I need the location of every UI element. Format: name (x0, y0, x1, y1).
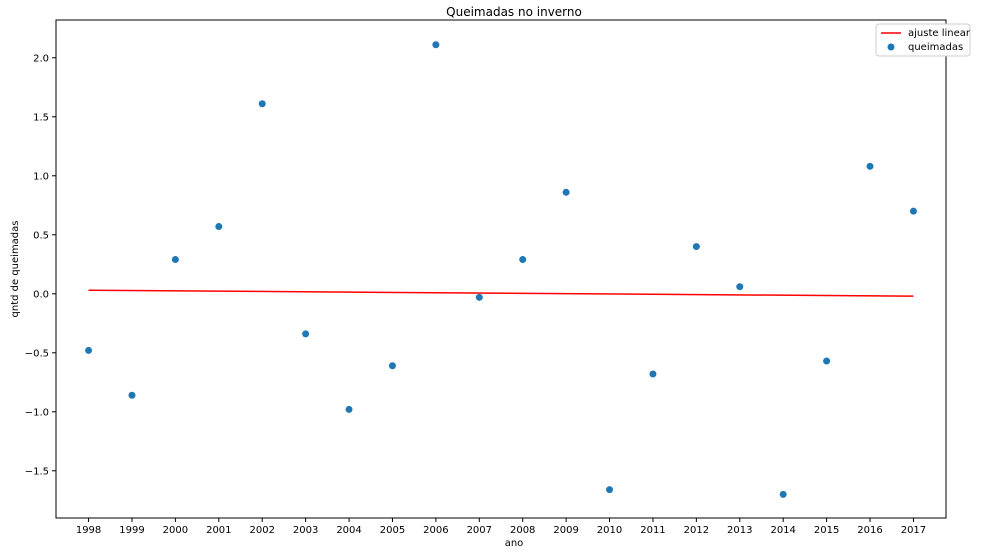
scatter-point (85, 346, 93, 354)
x-tick-label: 1998 (76, 525, 101, 536)
y-tick-label: 2.0 (33, 53, 49, 64)
y-axis-label: qntd de queimadas (10, 221, 21, 318)
chart-title: Queimadas no inverno (446, 5, 582, 19)
y-tick-label: −0.5 (25, 348, 49, 359)
scatter-point (475, 293, 483, 301)
y-tick-label: 1.5 (33, 112, 49, 123)
scatter-point (128, 391, 136, 399)
plot-area: 1998 1999 2000 2001 2002 2003 2004 2005 2006 2007… (25, 41, 926, 536)
legend-scatter-swatch (887, 43, 895, 51)
linear-fit-line (88, 289, 914, 297)
x-tick-label: 2014 (770, 525, 795, 536)
scatter-point (302, 330, 310, 338)
legend-label-line: ajuste linear (908, 28, 971, 39)
x-tick-label: 2007 (467, 525, 492, 536)
scatter-point (692, 243, 700, 251)
scatter-point (909, 207, 917, 215)
legend-label-scatter: queimadas (908, 42, 963, 53)
x-tick-label: 2009 (553, 525, 578, 536)
scatter-point (388, 362, 396, 370)
x-tick-label: 1999 (119, 525, 144, 536)
scatter-point (258, 100, 266, 108)
scatter-point (823, 357, 831, 365)
scatter-point (866, 162, 874, 170)
y-tick-label: 1.0 (33, 171, 49, 182)
y-tick-label: −1.0 (25, 407, 49, 418)
scatter-point (519, 256, 527, 264)
legend-box (875, 23, 971, 57)
y-tick-label: −1.5 (25, 466, 49, 477)
x-tick-label: 2015 (814, 525, 839, 536)
scatter-point (432, 41, 440, 49)
x-tick-label: 2017 (901, 525, 926, 536)
x-tick-label: 2016 (857, 525, 882, 536)
x-axis-label: ano (505, 538, 524, 549)
scatter-point (562, 188, 570, 196)
scatter-point (215, 223, 223, 231)
legend: ajuste linear queimadas (875, 23, 971, 57)
scatter-point (171, 256, 179, 264)
scatter-point (779, 490, 787, 498)
x-tick-label: 2005 (380, 525, 405, 536)
x-tick-label: 2001 (206, 525, 231, 536)
x-tick-label: 2004 (336, 525, 361, 536)
x-tick-label: 2006 (423, 525, 448, 536)
y-tick-label: 0.0 (33, 289, 49, 300)
x-tick-label: 2010 (597, 525, 622, 536)
axes-frame (55, 19, 947, 519)
x-tick-label: 2000 (163, 525, 188, 536)
y-tick-label: 0.5 (33, 230, 49, 241)
scatter-point (345, 405, 353, 413)
x-tick-label: 2013 (727, 525, 752, 536)
x-tick-label: 2011 (640, 525, 665, 536)
x-tick-label: 2012 (684, 525, 709, 536)
x-tick-label: 2002 (249, 525, 274, 536)
scatter-point (649, 370, 657, 378)
scatter-point (606, 486, 614, 494)
x-tick-label: 2008 (510, 525, 535, 536)
x-tick-label: 2003 (293, 525, 318, 536)
scatter-point (736, 283, 744, 291)
